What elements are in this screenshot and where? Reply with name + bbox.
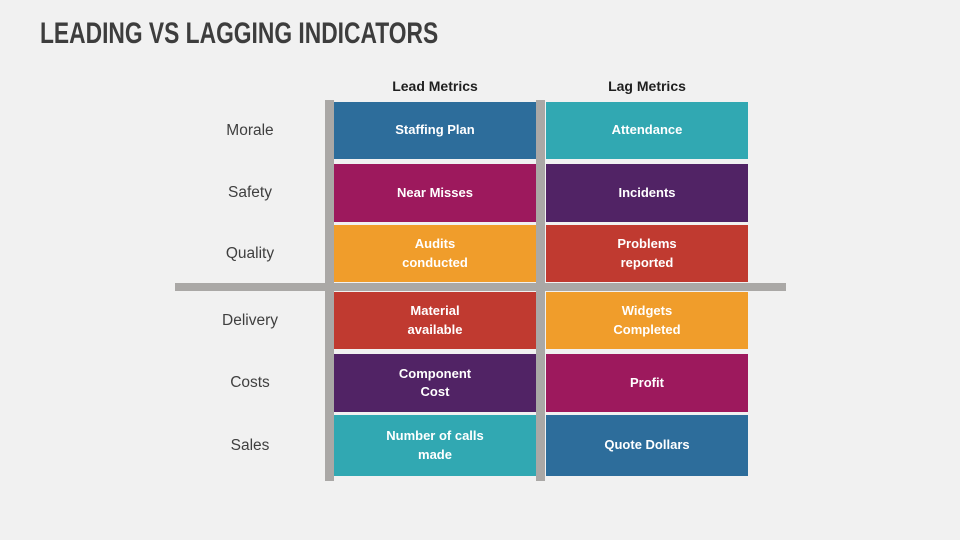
row-label-safety: Safety	[228, 184, 272, 201]
row-label-delivery: Delivery	[222, 311, 278, 329]
cell-lag-quality: Problems reported	[546, 225, 748, 282]
cell-lead-costs: Component Cost	[334, 354, 536, 412]
page-title-text: LEADING VS LAGGING INDICATORS	[40, 17, 439, 50]
cell-lead-sales: Number of calls made	[334, 415, 536, 476]
cell-lead-delivery: Material available	[334, 292, 536, 349]
cell-lead-morale: Staffing Plan	[334, 102, 536, 159]
cell-lead-safety: Near Misses	[334, 164, 536, 222]
column-header-lag-metrics: Lag Metrics	[608, 78, 686, 94]
cell-lag-safety: Incidents	[546, 164, 748, 222]
cell-lag-delivery: Widgets Completed	[546, 292, 748, 349]
column-header-lead-metrics: Lead Metrics	[392, 78, 478, 94]
cell-lag-costs: Profit	[546, 354, 748, 412]
cell-lag-sales: Quote Dollars	[546, 415, 748, 476]
cell-lag-morale: Attendance	[546, 102, 748, 159]
row-label-morale: Morale	[226, 121, 274, 139]
page-title: LEADING VS LAGGING INDICATORS	[40, 19, 564, 49]
cell-lead-quality: Audits conducted	[334, 225, 536, 282]
row-label-sales: Sales	[230, 436, 270, 454]
row-label-quality: Quality	[225, 244, 275, 262]
row-label-costs: Costs	[230, 374, 270, 391]
horizontal-axis-bar	[175, 283, 786, 291]
